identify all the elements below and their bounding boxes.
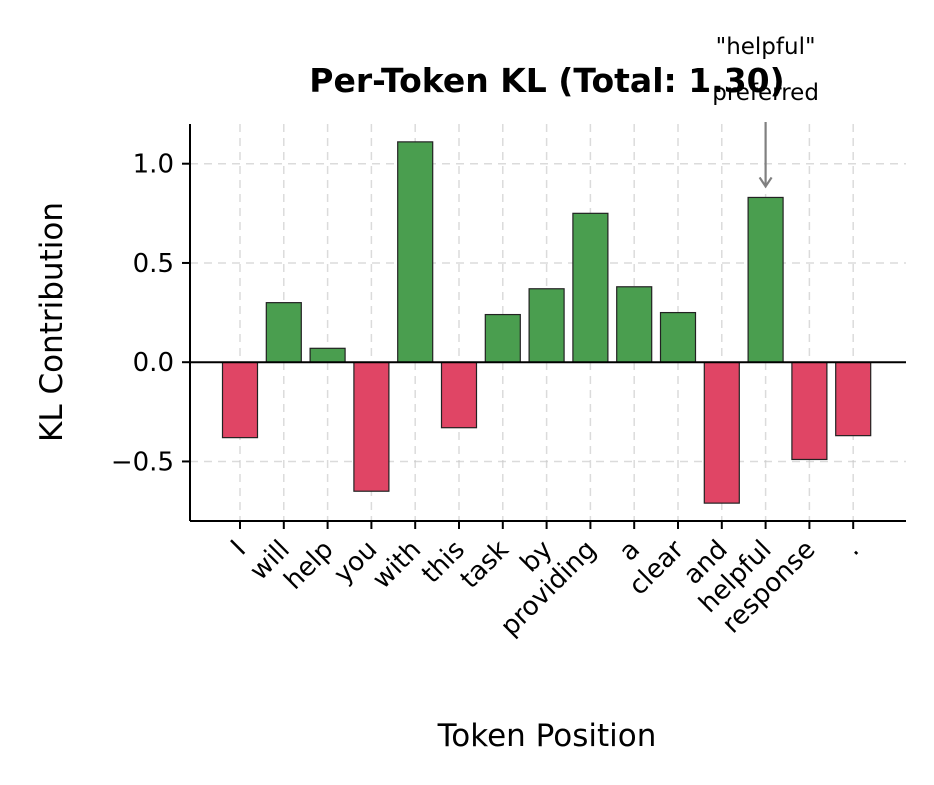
bar-5 xyxy=(397,141,434,363)
x-tick-label: task xyxy=(455,535,515,595)
annotation-text-line1: "helpful" xyxy=(716,34,816,60)
axes-group xyxy=(189,124,906,522)
x-tick-label: . xyxy=(838,535,865,562)
y-axis-label: KL Contribution xyxy=(34,202,70,442)
annotation-arrow-head xyxy=(758,176,773,189)
bar-13 xyxy=(747,196,784,363)
bar-4 xyxy=(353,361,390,492)
bar-14 xyxy=(791,361,828,461)
bar-12 xyxy=(703,361,740,504)
bar-15 xyxy=(835,361,872,437)
y-tick-label: 1.0 xyxy=(133,150,174,180)
bars-group xyxy=(221,141,872,504)
bar-10 xyxy=(616,286,653,363)
x-axis-label: Token Position xyxy=(437,718,657,754)
chart-title: Per-Token KL (Total: 1.30) xyxy=(309,61,784,100)
y-tick-label: 0.5 xyxy=(133,249,174,279)
y-tick-label: −0.5 xyxy=(111,447,174,477)
y-tick-label: 0.0 xyxy=(133,348,174,378)
bar-6 xyxy=(440,361,478,429)
annotation-group: "helpful" preferred xyxy=(712,34,819,189)
y-ticks-group: −0.5 0.0 0.5 1.0 xyxy=(111,150,190,477)
bar-2 xyxy=(265,302,302,363)
annotation-text-line2: preferred xyxy=(712,80,819,106)
bar-1 xyxy=(221,361,259,439)
bar-3 xyxy=(309,347,346,363)
bar-7 xyxy=(484,313,521,363)
x-tick-label: with xyxy=(367,535,427,595)
bar-9 xyxy=(572,212,609,363)
x-tick-label: I xyxy=(225,535,252,562)
bar-11 xyxy=(659,311,697,363)
bar-8 xyxy=(528,288,565,363)
